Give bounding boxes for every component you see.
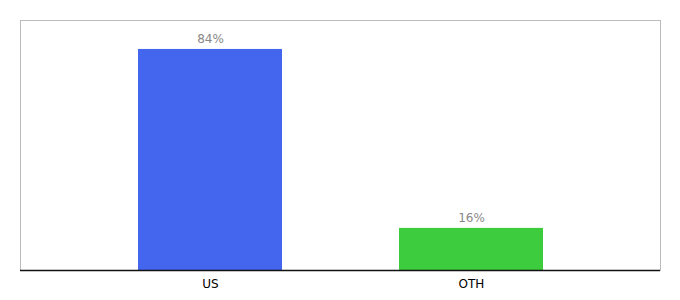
svg-text:84%: 84% [197, 32, 224, 46]
svg-text:US: US [202, 277, 218, 291]
svg-text:16%: 16% [458, 211, 485, 225]
svg-text:OTH: OTH [459, 277, 485, 291]
